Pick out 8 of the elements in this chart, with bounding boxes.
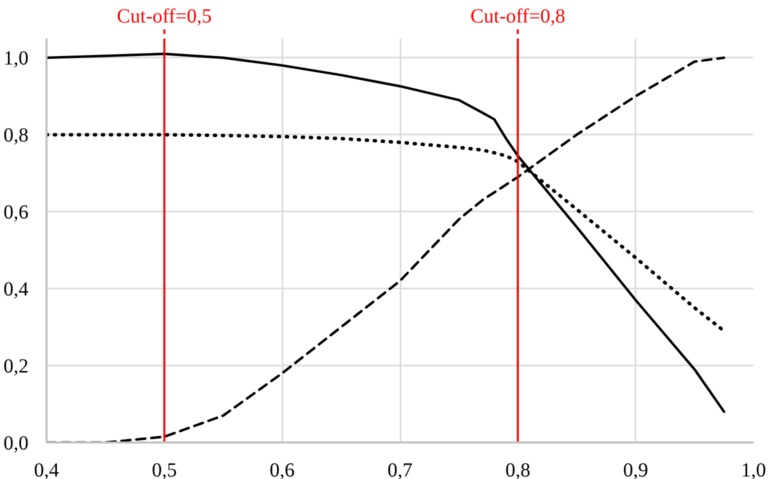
ref-line-label: Cut-off=0,8 [470,6,566,28]
y-tick-label: 0,8 [4,124,28,147]
y-tick-label: 0,4 [4,278,28,301]
y-tick-label: 1,0 [4,48,28,70]
y-tick-label: 0,0 [4,432,28,454]
ref-line-label: Cut-off=0,5 [116,6,212,28]
y-tick-label: 0,6 [4,202,28,224]
y-tick-label: 0,2 [4,356,28,378]
